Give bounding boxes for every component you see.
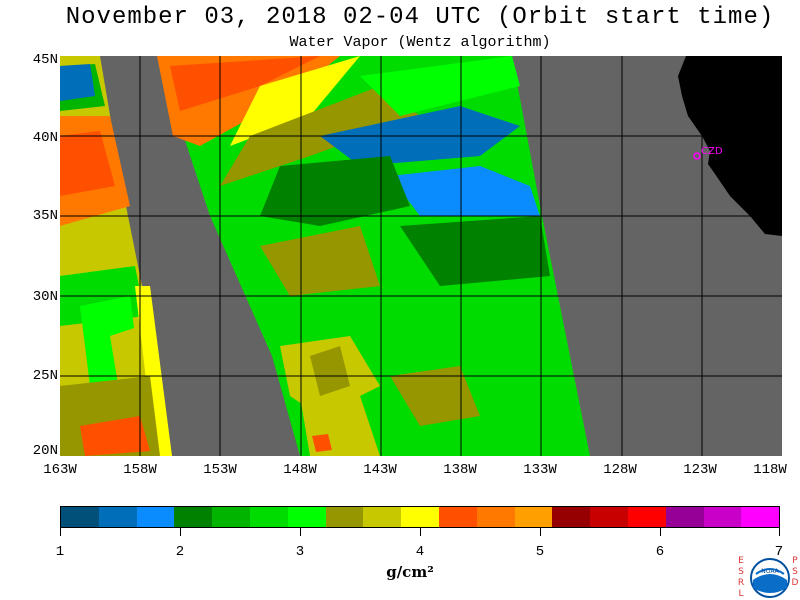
colorbar-cell bbox=[590, 507, 628, 527]
colorbar-cell bbox=[287, 507, 326, 527]
middle-swath bbox=[157, 56, 590, 456]
colorbar-cell bbox=[514, 507, 553, 527]
colorbar-cell bbox=[552, 507, 591, 527]
noaa-esrl-psd-logo: E S R L NOAA P S D bbox=[736, 556, 800, 600]
colorbar-cell bbox=[627, 507, 666, 527]
colorbar-tick bbox=[60, 528, 61, 536]
colorbar-label-6: 6 bbox=[655, 544, 665, 560]
lon-label-123w: 123W bbox=[683, 462, 717, 478]
colorbar-cell bbox=[174, 507, 213, 527]
colorbar-cell bbox=[136, 507, 175, 527]
colorbar-cell bbox=[476, 507, 515, 527]
colorbar-tick bbox=[779, 528, 780, 536]
colorbar-label-4: 4 bbox=[415, 544, 425, 560]
lon-label-163w: 163W bbox=[43, 462, 77, 478]
colorbar-cell bbox=[665, 507, 704, 527]
colorbar-tick bbox=[420, 528, 421, 536]
colorbar-cell bbox=[61, 507, 99, 527]
colorbar-cell bbox=[249, 507, 288, 527]
colorbar-cell bbox=[438, 507, 477, 527]
logo-right-letters: P S D bbox=[791, 556, 799, 588]
land-mass bbox=[678, 56, 782, 236]
colorbar-label-2: 2 bbox=[175, 544, 185, 560]
lon-label-118w: 118W bbox=[753, 462, 787, 478]
colorbar-tick bbox=[300, 528, 301, 536]
colorbar-label-1: 1 bbox=[55, 544, 65, 560]
colorbar-tick bbox=[660, 528, 661, 536]
station-marker-label: CZD bbox=[701, 146, 723, 157]
colorbar-cell bbox=[212, 507, 250, 527]
water-vapor-map: CZD bbox=[60, 56, 782, 456]
colorbar-label-5: 5 bbox=[535, 544, 545, 560]
lat-label-20n: 20N bbox=[32, 443, 58, 459]
lon-label-158w: 158W bbox=[123, 462, 157, 478]
lat-label-25n: 25N bbox=[32, 368, 58, 384]
colorbar-label-7: 7 bbox=[774, 544, 784, 560]
colorbar-label-3: 3 bbox=[295, 544, 305, 560]
station-marker-icon bbox=[693, 152, 701, 160]
map-subtitle: Water Vapor (Wentz algorithm) bbox=[289, 34, 551, 51]
lat-label-35n: 35N bbox=[32, 208, 58, 224]
lon-label-128w: 128W bbox=[603, 462, 637, 478]
colorbar-cell bbox=[703, 507, 742, 527]
lon-label-153w: 153W bbox=[203, 462, 237, 478]
lon-label-148w: 148W bbox=[283, 462, 317, 478]
lon-label-138w: 138W bbox=[443, 462, 477, 478]
svg-text:NOAA: NOAA bbox=[761, 568, 779, 575]
colorbar bbox=[60, 506, 780, 528]
colorbar-cell bbox=[741, 507, 780, 527]
map-title: November 03, 2018 02-04 UTC (Orbit start… bbox=[65, 4, 775, 31]
colorbar-cell bbox=[98, 507, 137, 527]
colorbar-cell bbox=[363, 507, 402, 527]
lon-label-143w: 143W bbox=[363, 462, 397, 478]
lat-label-45n: 45N bbox=[32, 52, 58, 68]
lon-label-133w: 133W bbox=[523, 462, 557, 478]
logo-left-letters: E S R L bbox=[737, 556, 745, 599]
lat-label-30n: 30N bbox=[32, 289, 58, 305]
colorbar-units: g/cm² bbox=[386, 563, 434, 581]
colorbar-cell bbox=[401, 507, 439, 527]
colorbar-tick bbox=[540, 528, 541, 536]
colorbar-tick bbox=[180, 528, 181, 536]
colorbar-cell bbox=[325, 507, 364, 527]
lat-label-40n: 40N bbox=[32, 130, 58, 146]
